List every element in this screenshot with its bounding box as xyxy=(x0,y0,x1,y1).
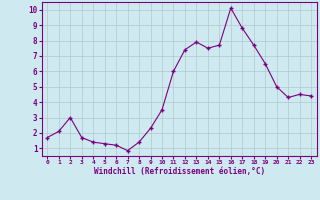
X-axis label: Windchill (Refroidissement éolien,°C): Windchill (Refroidissement éolien,°C) xyxy=(94,167,265,176)
